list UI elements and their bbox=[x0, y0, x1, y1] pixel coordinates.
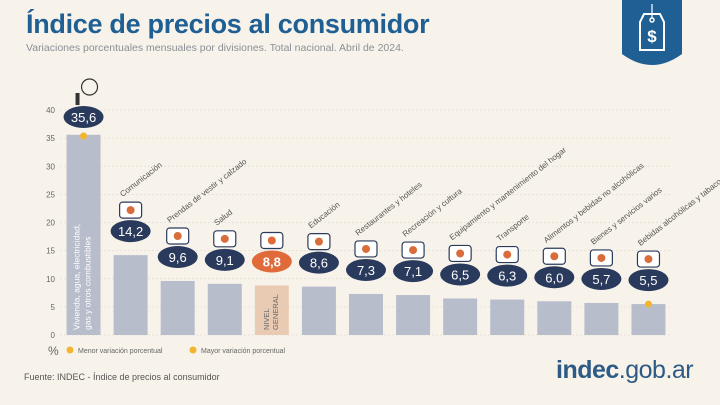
value-bubble bbox=[204, 248, 245, 271]
category-label: NIVEL bbox=[262, 308, 271, 330]
dollar-symbol: $ bbox=[647, 27, 657, 46]
value-bubble bbox=[628, 269, 669, 292]
category-label: Transporte bbox=[495, 212, 531, 243]
bar bbox=[207, 283, 242, 335]
y-tick-label: 15 bbox=[46, 247, 55, 256]
icon-accent bbox=[409, 246, 418, 255]
value-bubble bbox=[393, 260, 434, 283]
legend-max-marker bbox=[189, 346, 197, 354]
value-label: 8,6 bbox=[310, 256, 328, 271]
icon-accent bbox=[550, 252, 559, 261]
y-tick-label: 40 bbox=[46, 106, 55, 115]
bar bbox=[443, 298, 478, 335]
icon-accent bbox=[267, 236, 276, 245]
value-bubble bbox=[251, 250, 292, 273]
legend-max-label: Mayor variación porcentual bbox=[201, 348, 285, 355]
y-tick-label: 0 bbox=[51, 331, 56, 340]
bar bbox=[160, 281, 195, 335]
category-label: GENERAL bbox=[271, 294, 280, 330]
y-tick-label: 20 bbox=[46, 219, 55, 228]
price-tag-icon: $ bbox=[639, 4, 665, 51]
page-title: Índice de precios al consumidor bbox=[26, 9, 430, 39]
bar-nivel-general bbox=[254, 285, 289, 335]
icon-accent bbox=[503, 250, 512, 259]
icon-accent bbox=[456, 249, 465, 258]
y-tick-label: 25 bbox=[46, 190, 55, 199]
y-tick-label: 30 bbox=[46, 162, 55, 171]
value-label: 7,3 bbox=[357, 263, 375, 278]
indec-logo: indec.gob.ar bbox=[556, 356, 694, 384]
value-label: 9,1 bbox=[216, 253, 234, 268]
value-bubble bbox=[440, 263, 481, 286]
y-tick-label: 35 bbox=[46, 134, 55, 143]
icon-accent bbox=[220, 234, 229, 243]
value-bubble bbox=[63, 106, 104, 128]
bar bbox=[490, 299, 525, 335]
value-label: 5,7 bbox=[592, 272, 610, 287]
value-label: 6,5 bbox=[451, 267, 469, 282]
bar bbox=[631, 304, 666, 335]
value-label: 14,2 bbox=[118, 224, 143, 239]
page-subtitle: Variaciones porcentuales mensuales por d… bbox=[26, 42, 404, 54]
icon-accent bbox=[362, 244, 370, 253]
bar bbox=[584, 302, 619, 335]
value-bubble bbox=[298, 251, 339, 274]
category-label: Vivienda, agua, electricidad, bbox=[72, 224, 82, 330]
bar bbox=[396, 295, 431, 335]
value-bubble bbox=[581, 267, 622, 290]
value-label: 6,3 bbox=[498, 269, 516, 284]
y-axis-label: % bbox=[48, 344, 59, 358]
category-label: Educación bbox=[307, 200, 342, 230]
value-bubble bbox=[157, 246, 198, 268]
icon-accent bbox=[597, 253, 606, 262]
bar bbox=[301, 286, 336, 335]
y-tick-label: 5 bbox=[51, 303, 56, 312]
bar bbox=[349, 293, 383, 335]
bar bbox=[113, 255, 148, 335]
extreme-marker bbox=[644, 300, 652, 308]
icon-accent bbox=[314, 237, 323, 246]
category-label: Bebidas alcohólicas y tabaco bbox=[636, 177, 720, 248]
value-bubble bbox=[534, 266, 575, 289]
bar bbox=[66, 134, 101, 335]
value-bubble bbox=[487, 264, 528, 287]
value-label: 6,0 bbox=[545, 270, 563, 285]
icon-accent bbox=[644, 255, 653, 264]
legend-min-label: Menor variación porcentual bbox=[78, 348, 163, 355]
value-bubble bbox=[110, 220, 151, 243]
extreme-marker bbox=[80, 132, 88, 140]
category-label: Salud bbox=[212, 208, 234, 228]
icon-accent bbox=[173, 232, 182, 240]
value-label: 5,5 bbox=[639, 273, 657, 288]
lightbulb-icon bbox=[80, 78, 99, 96]
bar bbox=[537, 301, 572, 335]
legend-min-marker bbox=[66, 346, 74, 354]
y-tick-label: 10 bbox=[46, 275, 55, 284]
value-bubble bbox=[346, 258, 386, 281]
value-label: 8,8 bbox=[263, 255, 281, 270]
category-label: gas y otros combustibles bbox=[83, 236, 93, 330]
icon-accent bbox=[126, 206, 135, 215]
value-label: 9,6 bbox=[169, 250, 187, 265]
source-note: Fuente: INDEC - Índice de precios al con… bbox=[24, 372, 220, 382]
price-tag-badge: $ bbox=[622, 0, 682, 65]
value-label: 7,1 bbox=[404, 264, 422, 279]
value-label: 35,6 bbox=[71, 110, 96, 125]
category-label: Prendas de vestir y calzado bbox=[165, 157, 248, 225]
tool-icon bbox=[75, 93, 80, 105]
category-label: Alimentos y bebidas no alcohólicas bbox=[542, 161, 646, 245]
